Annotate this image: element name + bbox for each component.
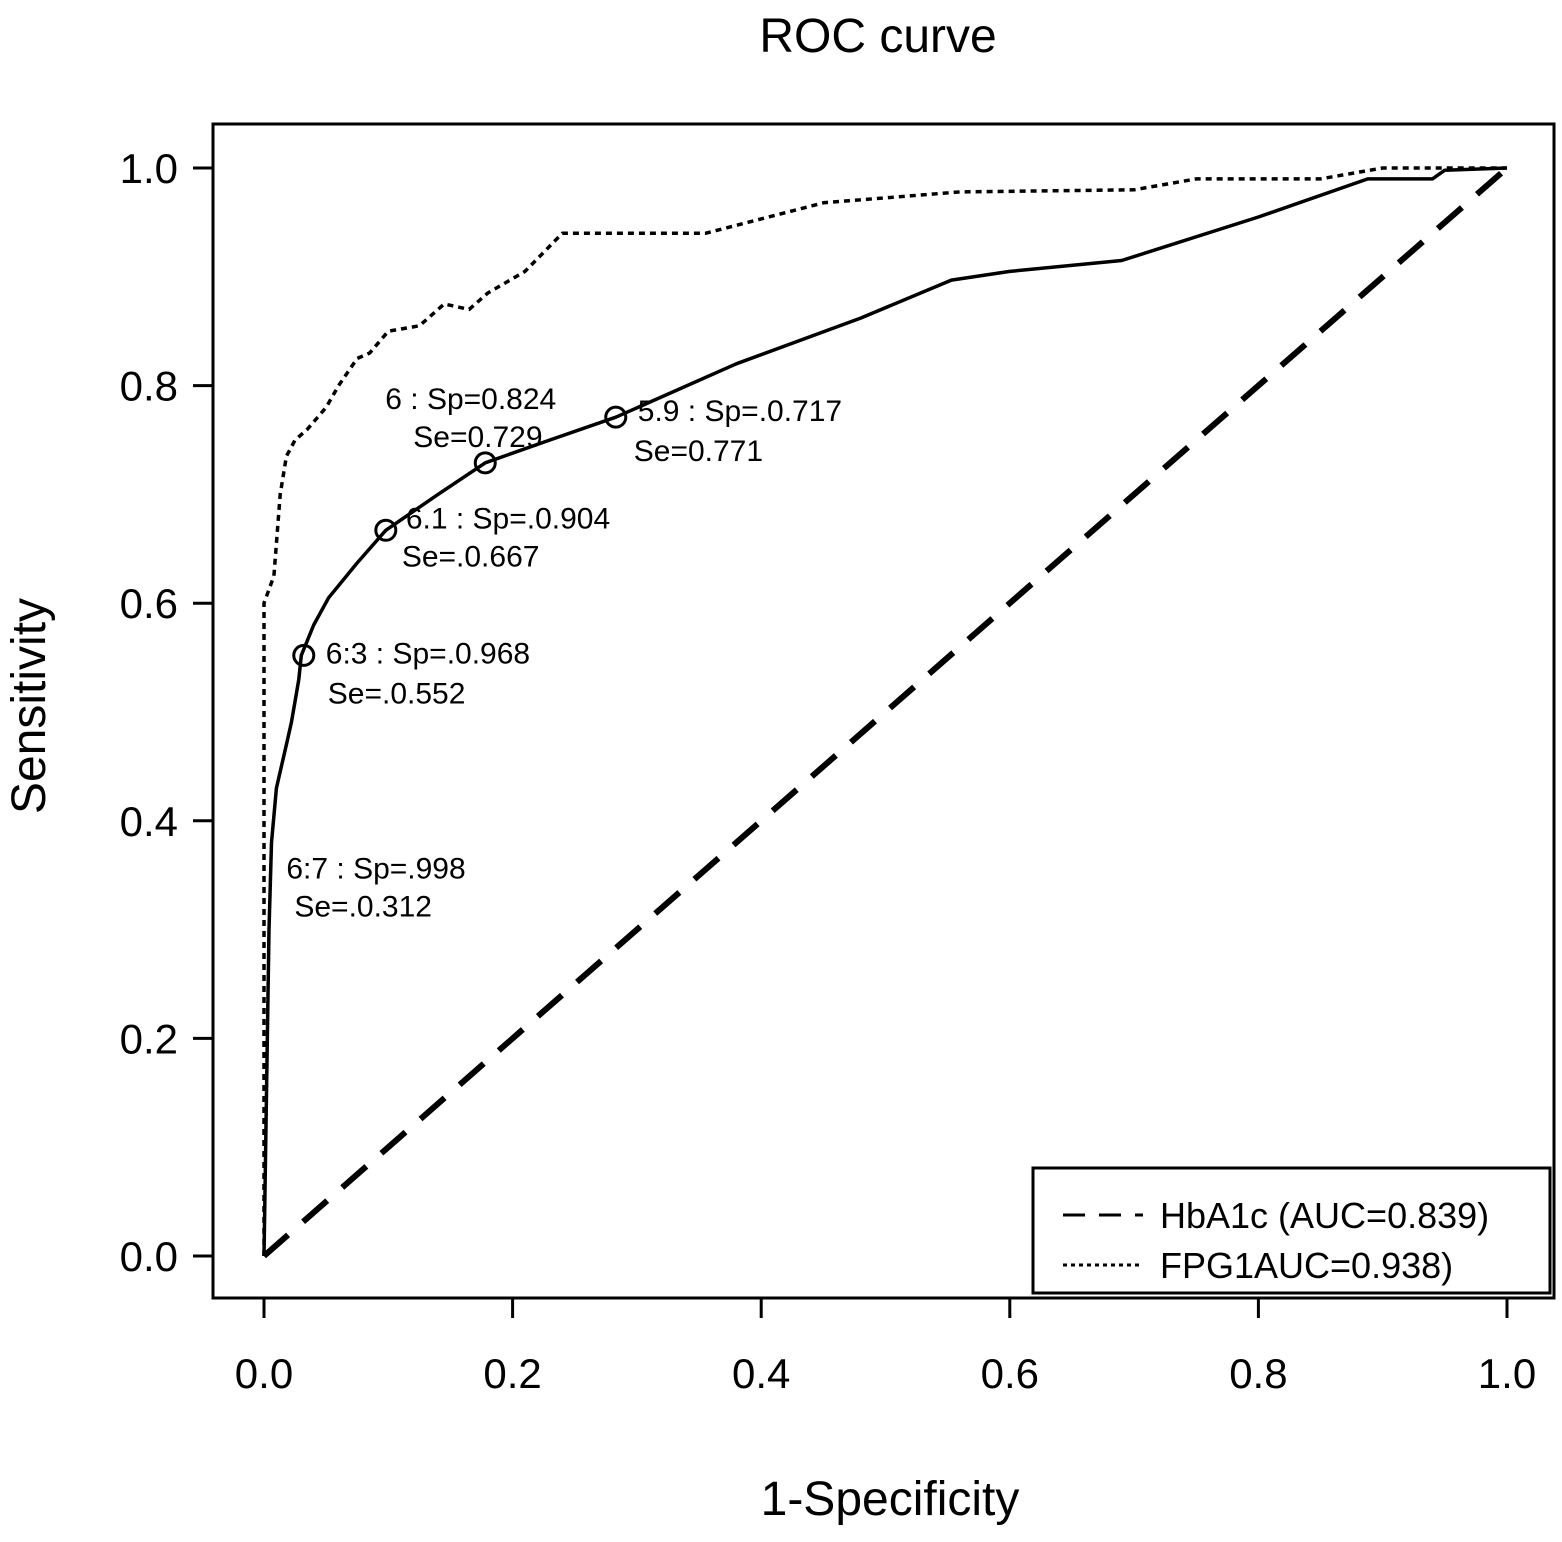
cutoff-label-se: Se=.0.552	[328, 677, 466, 710]
cutoff-point-marker	[374, 518, 398, 542]
chart-title: ROC curve	[759, 10, 996, 63]
legend-label: FPG1AUC=0.938)	[1160, 1245, 1453, 1286]
annotation-label-se: Se=.0.312	[294, 891, 432, 924]
cutoff-label-se: Se=0.771	[634, 435, 763, 468]
cutoff-label: 6.1 : Sp=.0.904	[406, 502, 610, 535]
x-tick-label: 0.8	[1229, 1350, 1287, 1397]
cutoff-label-se: Se=.0.667	[402, 540, 540, 573]
series-line-dotted	[262, 166, 1507, 1256]
series-line-dashed	[262, 165, 1509, 1259]
series-layer	[262, 165, 1509, 1259]
y-tick-label: 1.0	[120, 145, 178, 192]
legend-box	[1031, 1166, 1552, 1295]
cutoff-point-marker	[473, 451, 497, 475]
x-axis-title: 1-Specificity	[761, 1473, 1020, 1526]
legend-label: HbA1c (AUC=0.839)	[1160, 1195, 1489, 1236]
cutoff-label-se: Se=0.729	[413, 421, 542, 454]
x-tick-label: 0.4	[732, 1350, 790, 1397]
y-tick-label: 0.2	[120, 1015, 178, 1062]
x-tick-label: 0.2	[483, 1350, 541, 1397]
cutoff-label: 6 : Sp=0.824	[385, 383, 556, 416]
y-tick-label: 0.8	[120, 363, 178, 410]
cutoff-point-marker	[604, 405, 628, 429]
series-line-solid	[262, 166, 1508, 1257]
x-tick-label: 0.6	[981, 1350, 1039, 1397]
y-tick-label: 0.0	[120, 1233, 178, 1280]
plot-frame	[211, 122, 1556, 1300]
y-axis-title: Sensitivity	[3, 598, 56, 814]
x-tick-label: 1.0	[1478, 1350, 1536, 1397]
x-axis: 0.0 0.2 0.4 0.6 0.8 1.0	[235, 1298, 1536, 1397]
y-axis: 0.0 0.2 0.4 0.6 0.8 1.0	[120, 145, 213, 1280]
x-tick-label: 0.0	[235, 1350, 293, 1397]
y-tick-label: 0.6	[120, 580, 178, 627]
annotation-label: 6:7 : Sp=.998	[286, 853, 465, 886]
cutoff-label: 5.9 : Sp=.0.717	[638, 395, 842, 428]
legend: HbA1c (AUC=0.839) FPG1AUC=0.938)	[1031, 1166, 1552, 1295]
cutoff-point-marker	[292, 643, 316, 667]
cutoff-label: 6:3 : Sp=.0.968	[326, 637, 530, 670]
cutoff-points-layer: 6:3 : Sp=.0.968 Se=.0.552 6.1 : Sp=.0.904 S…	[286, 383, 842, 924]
y-tick-label: 0.4	[120, 798, 178, 845]
